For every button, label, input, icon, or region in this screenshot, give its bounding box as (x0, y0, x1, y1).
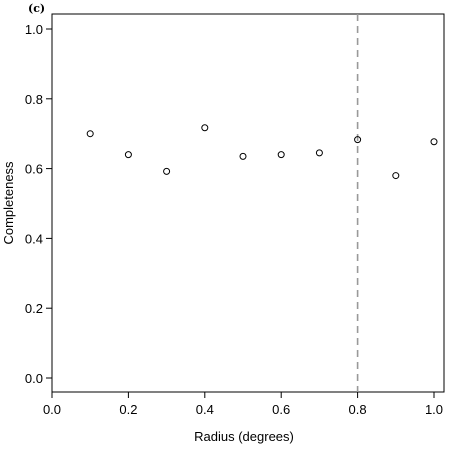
data-point (392, 172, 400, 180)
data-point (239, 152, 247, 160)
y-tick-label: 0.0 (25, 371, 43, 386)
y-axis-label: Completeness (1, 161, 16, 245)
y-tick-label: 0.2 (25, 301, 43, 316)
data-point (315, 149, 323, 157)
x-tick-label: 1.0 (425, 402, 443, 417)
y-tick-label: 1.0 (25, 22, 43, 37)
data-point (277, 151, 285, 159)
plot-frame (51, 13, 445, 393)
panel-label: (c) (28, 2, 45, 15)
x-tick-label: 0.0 (43, 402, 61, 417)
x-tick-label: 0.2 (119, 402, 137, 417)
x-tick-label: 0.8 (349, 402, 367, 417)
data-point (163, 167, 171, 175)
data-point (201, 124, 209, 132)
y-tick-label: 0.4 (25, 231, 43, 246)
data-point (86, 130, 94, 138)
data-point (354, 136, 362, 144)
y-tick-label: 0.8 (25, 92, 43, 107)
data-point (430, 138, 438, 146)
x-axis-label: Radius (degrees) (194, 429, 294, 444)
x-tick-label: 0.4 (196, 402, 214, 417)
x-tick-label: 0.6 (272, 402, 290, 417)
data-point (124, 151, 132, 159)
y-tick-label: 0.6 (25, 162, 43, 177)
